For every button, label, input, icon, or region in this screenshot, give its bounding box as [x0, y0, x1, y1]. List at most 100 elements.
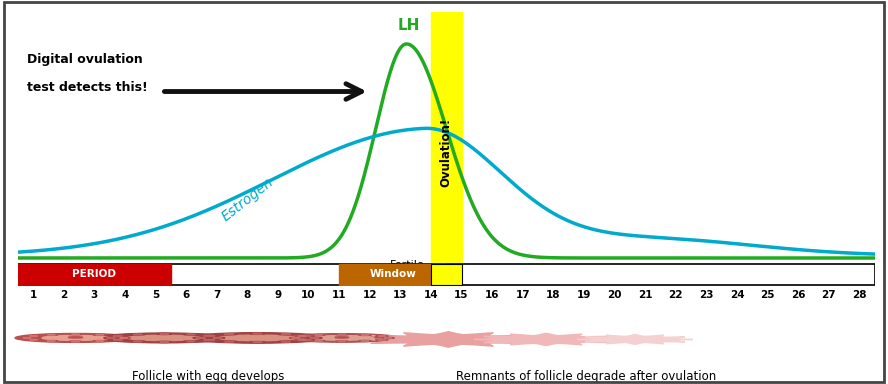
Text: 13: 13	[393, 290, 408, 300]
Circle shape	[93, 341, 107, 342]
Circle shape	[253, 342, 262, 343]
Ellipse shape	[98, 333, 231, 343]
Text: 15: 15	[455, 290, 469, 300]
Circle shape	[313, 340, 325, 341]
Circle shape	[376, 339, 388, 340]
Text: 28: 28	[852, 290, 867, 300]
Text: 9: 9	[274, 290, 281, 300]
Circle shape	[221, 341, 237, 342]
Text: LH: LH	[397, 18, 420, 33]
Bar	[339, 264, 446, 285]
Circle shape	[281, 341, 290, 342]
Circle shape	[206, 339, 215, 340]
Ellipse shape	[186, 333, 329, 343]
Circle shape	[338, 341, 345, 342]
Circle shape	[278, 334, 294, 335]
Text: Fertile: Fertile	[390, 260, 424, 270]
Bar	[431, 9, 462, 269]
Circle shape	[47, 334, 55, 335]
Circle shape	[133, 341, 142, 342]
Circle shape	[203, 339, 218, 341]
Circle shape	[298, 339, 305, 340]
Text: 1: 1	[29, 290, 36, 300]
Circle shape	[210, 337, 225, 339]
Circle shape	[250, 341, 266, 343]
Circle shape	[27, 339, 40, 340]
Circle shape	[104, 337, 118, 339]
Ellipse shape	[43, 336, 108, 340]
Circle shape	[111, 336, 124, 337]
Circle shape	[336, 341, 348, 342]
Circle shape	[201, 335, 216, 336]
Polygon shape	[474, 333, 618, 346]
Circle shape	[69, 341, 82, 342]
Ellipse shape	[310, 336, 374, 340]
Circle shape	[93, 334, 107, 335]
Text: 22: 22	[669, 290, 683, 300]
Text: Digital ovulation: Digital ovulation	[27, 53, 143, 66]
Circle shape	[69, 334, 82, 335]
Text: Estrogen: Estrogen	[218, 175, 276, 224]
Text: 18: 18	[546, 290, 560, 300]
Circle shape	[336, 334, 348, 335]
Circle shape	[96, 334, 104, 335]
Circle shape	[111, 335, 125, 336]
Circle shape	[44, 334, 58, 335]
Circle shape	[201, 339, 216, 341]
Circle shape	[203, 335, 213, 336]
Text: 10: 10	[301, 290, 316, 300]
Circle shape	[296, 336, 308, 337]
Circle shape	[225, 341, 234, 342]
Text: 8: 8	[243, 290, 251, 300]
Circle shape	[131, 334, 145, 335]
Circle shape	[296, 339, 308, 340]
Circle shape	[133, 334, 142, 335]
Circle shape	[250, 333, 266, 334]
Text: 12: 12	[362, 290, 377, 300]
Circle shape	[184, 334, 198, 335]
Polygon shape	[577, 334, 693, 344]
Circle shape	[111, 339, 125, 341]
Text: 27: 27	[821, 290, 836, 300]
Circle shape	[335, 337, 349, 338]
Circle shape	[114, 339, 122, 340]
Ellipse shape	[218, 335, 297, 341]
Circle shape	[359, 340, 371, 341]
Bar	[18, 264, 170, 285]
Text: 4: 4	[121, 290, 129, 300]
Circle shape	[193, 337, 209, 339]
Text: 3: 3	[91, 290, 98, 300]
Text: Follicle with egg develops: Follicle with egg develops	[132, 370, 285, 383]
Text: 7: 7	[213, 290, 220, 300]
Text: 26: 26	[791, 290, 805, 300]
Text: Ovulation!: Ovulation!	[440, 118, 453, 187]
Circle shape	[203, 340, 213, 341]
Circle shape	[306, 337, 322, 339]
Circle shape	[313, 334, 325, 336]
Text: 24: 24	[730, 290, 744, 300]
Text: Window: Window	[369, 269, 416, 279]
Circle shape	[302, 335, 312, 336]
Circle shape	[299, 339, 314, 341]
Circle shape	[68, 337, 83, 338]
Circle shape	[27, 336, 40, 337]
Text: 11: 11	[332, 290, 346, 300]
Circle shape	[29, 339, 37, 340]
Text: 6: 6	[182, 290, 190, 300]
Text: PERIOD: PERIOD	[72, 269, 116, 279]
Ellipse shape	[128, 335, 201, 341]
Circle shape	[111, 339, 124, 340]
Text: test detects this!: test detects this!	[27, 81, 147, 94]
Circle shape	[186, 341, 195, 342]
Circle shape	[338, 334, 345, 335]
Text: 23: 23	[699, 290, 714, 300]
Circle shape	[378, 339, 385, 340]
Circle shape	[361, 334, 369, 335]
Polygon shape	[359, 332, 538, 347]
Circle shape	[114, 339, 123, 340]
Ellipse shape	[15, 333, 136, 343]
Text: 25: 25	[760, 290, 775, 300]
Circle shape	[376, 336, 388, 337]
Circle shape	[72, 341, 79, 342]
Text: 21: 21	[638, 290, 653, 300]
